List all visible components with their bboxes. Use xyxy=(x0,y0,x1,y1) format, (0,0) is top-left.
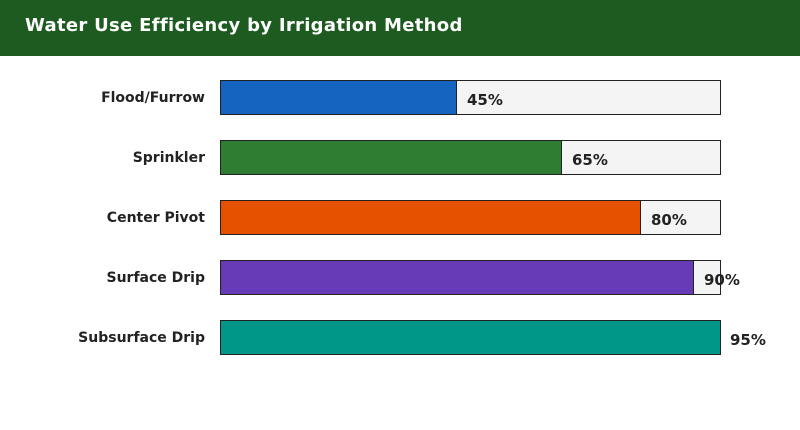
bar-track xyxy=(220,260,721,295)
category-label: Subsurface Drip xyxy=(78,330,205,346)
category-label: Flood/Furrow xyxy=(101,90,205,106)
value-label: 65% xyxy=(572,151,608,169)
bar xyxy=(221,201,641,234)
chart-header: Water Use Efficiency by Irrigation Metho… xyxy=(0,0,800,56)
category-label: Center Pivot xyxy=(106,210,205,226)
bar xyxy=(221,321,720,354)
bar xyxy=(221,261,694,294)
value-label: 95% xyxy=(730,331,766,349)
bar-track xyxy=(220,320,721,355)
category-label: Surface Drip xyxy=(106,270,205,286)
value-label: 90% xyxy=(704,271,740,289)
value-label: 45% xyxy=(467,91,503,109)
bar xyxy=(221,141,562,174)
bar-track xyxy=(220,80,721,115)
value-label: 80% xyxy=(651,211,687,229)
bar-row: Subsurface Drip 95% xyxy=(0,320,800,356)
bar-row: Center Pivot 80% xyxy=(0,200,800,236)
bar-track xyxy=(220,200,721,235)
bar-row: Sprinkler 65% xyxy=(0,140,800,176)
bar xyxy=(221,81,457,114)
bar-track xyxy=(220,140,721,175)
bar-row: Surface Drip 90% xyxy=(0,260,800,296)
chart-title: Water Use Efficiency by Irrigation Metho… xyxy=(25,15,463,36)
bar-row: Flood/Furrow 45% xyxy=(0,80,800,116)
category-label: Sprinkler xyxy=(132,150,205,166)
bar-chart: Flood/Furrow 45% Sprinkler 65% Center Pivot 8… xyxy=(0,56,800,430)
